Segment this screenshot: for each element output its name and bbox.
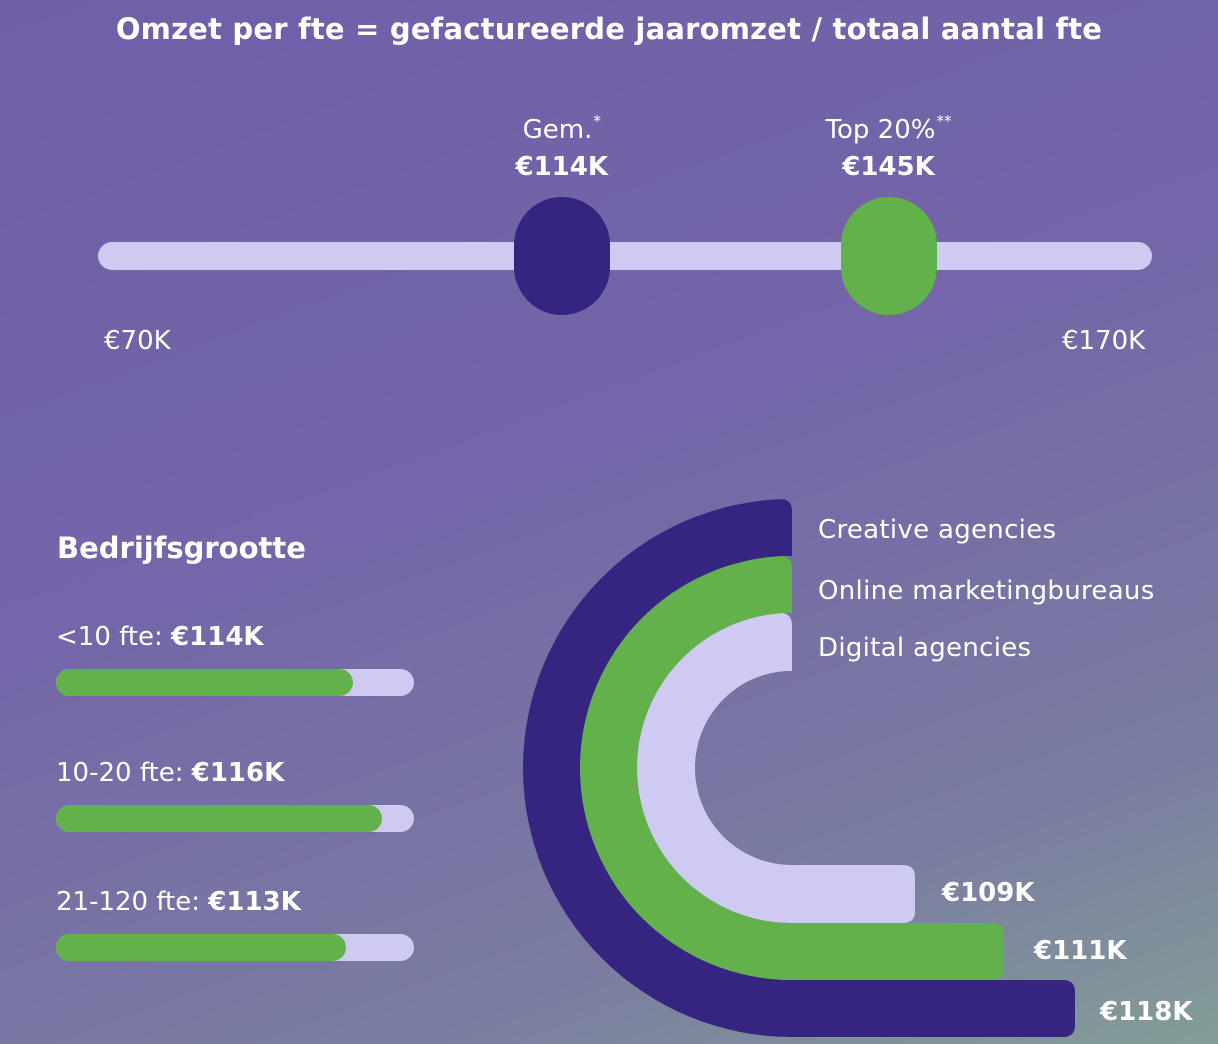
size-bar-fill [56,805,382,832]
radial-bar-digital-agencies [636,613,915,923]
average-value: €114K [515,152,608,182]
size-label-small: <10 fte: €114K [56,622,264,652]
legend-online-marketingbureaus: Online marketingbureaus [818,576,1155,606]
range-max-label: €170K [1062,326,1146,356]
range-track [98,242,1152,270]
size-bar-fill [56,934,346,961]
legend-creative-agencies: Creative agencies [818,515,1057,545]
section-title: Bedrijfsgrootte [57,531,306,565]
value-label-digital-agencies: €109K [942,878,1035,908]
size-bar-medium [56,805,414,832]
average-label: Gem.* [522,112,601,145]
chart-title: Omzet per fte = gefactureerde jaaromzet … [115,12,1103,46]
value-label-online-marketingbureaus: €111K [1034,936,1127,966]
average-marker [513,197,610,315]
size-bar-fill [56,669,354,696]
value-label-creative-agencies: €118K [1100,997,1193,1027]
top-20-value: €145K [842,152,935,182]
top-20-label: Top 20%** [825,112,952,145]
legend-digital-agencies: Digital agencies [818,633,1032,663]
top-20-marker [840,197,937,315]
radial-bar-online-marketingbureaus [580,556,1004,980]
range-min-label: €70K [104,326,171,356]
size-bar-small [56,669,414,696]
size-bar-large [56,934,414,961]
size-label-medium: 10-20 fte: €116K [56,758,285,788]
size-label-large: 21-120 fte: €113K [56,887,301,917]
radial-bar-creative-agencies [523,499,1075,1037]
